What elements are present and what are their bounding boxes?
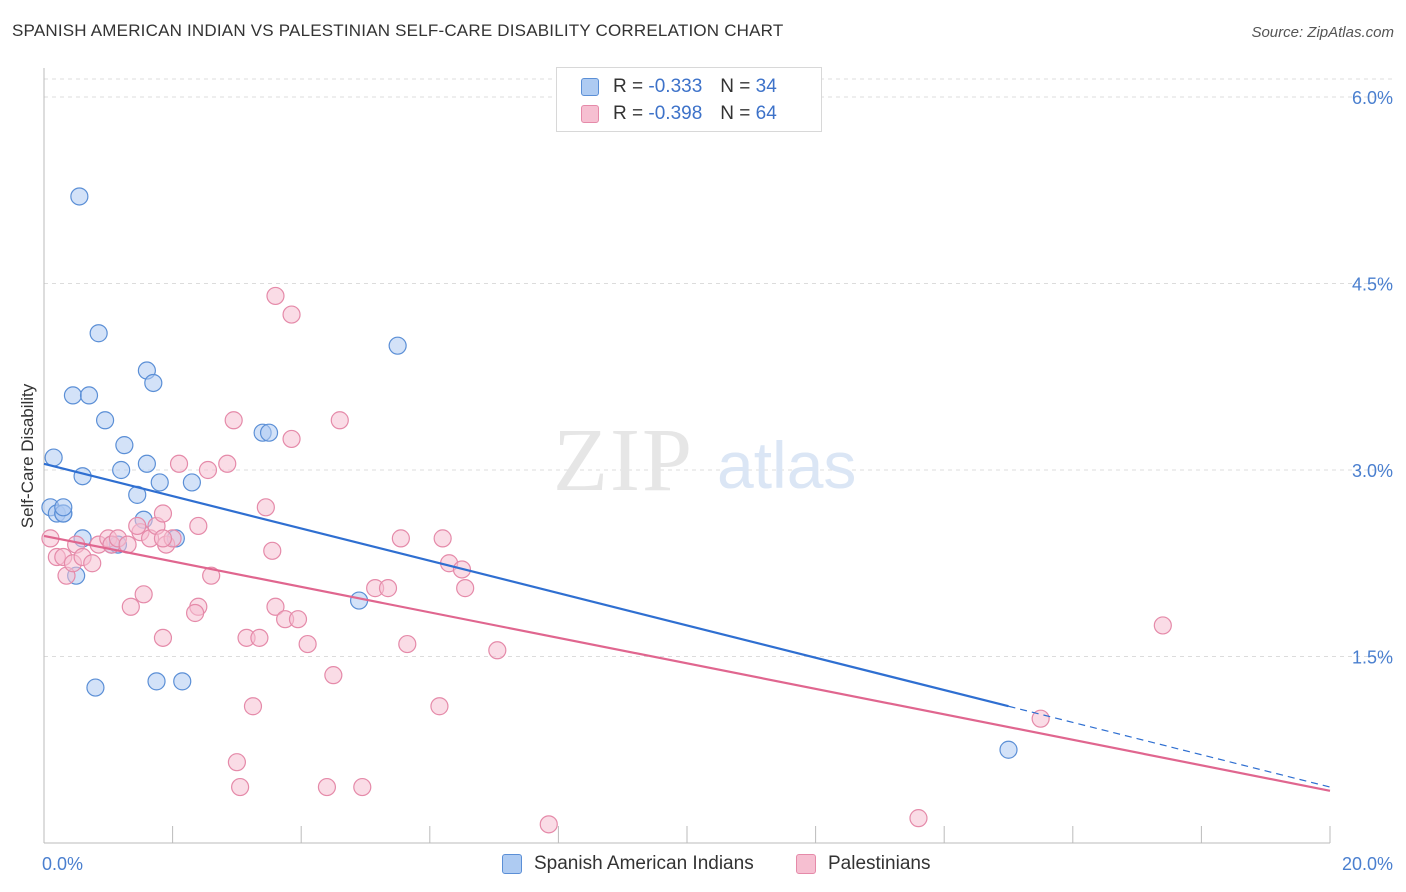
grid-lines <box>44 78 1392 657</box>
spanish-american-indian-point <box>147 672 166 691</box>
spanish-american-indian-trend-extension <box>1008 705 1331 788</box>
bottom-legend-swatch-blue <box>502 854 522 874</box>
spanish-american-indian-point <box>115 436 134 455</box>
spanish-american-indian-point <box>259 423 279 442</box>
spanish-american-indian-point <box>137 454 156 473</box>
spanish-american-indian-point <box>73 467 92 486</box>
palestinian-point <box>224 411 243 430</box>
spanish-american-indian-point <box>54 498 73 517</box>
palestinian-point <box>134 585 153 604</box>
palestinian-point <box>198 460 218 480</box>
bottom-legend-palestinians: Palestinians <box>796 851 930 877</box>
chart-title: SPANISH AMERICAN INDIAN VS PALESTINIAN S… <box>12 21 784 40</box>
y-tick-label: 4.5% <box>1352 275 1393 295</box>
bottom-legend-swatch-pink <box>796 854 816 874</box>
palestinian-point <box>378 579 398 598</box>
palestinian-point <box>186 603 205 623</box>
palestinian-point <box>1153 616 1172 635</box>
palestinian-point <box>266 597 285 616</box>
spanish-american-indian-point <box>95 411 115 430</box>
palestinian-point <box>256 498 275 517</box>
legend-n-value: 34 <box>755 76 777 97</box>
palestinian-point <box>231 777 250 797</box>
x-tick-label-max: 20.0% <box>1342 854 1393 874</box>
palestinian-point <box>250 628 269 647</box>
palestinian-point <box>202 566 221 585</box>
palestinian-point <box>353 777 372 797</box>
bottom-legend-label: Spanish American Indians <box>534 853 754 874</box>
legend-n-value: 64 <box>755 103 777 124</box>
palestinian-point <box>263 541 282 560</box>
legend-box: R = -0.333 N = 34 R = -0.398 N = 64 <box>556 67 822 132</box>
legend-swatch-pink <box>581 105 599 123</box>
y-tick-label: 6.0% <box>1352 88 1393 108</box>
spanish-american-indian-trend-line <box>43 462 1009 708</box>
palestinian-point <box>317 777 337 797</box>
palestinian-point <box>324 666 343 685</box>
palestinian-point <box>227 753 246 772</box>
spanish-american-indian-point <box>63 386 83 405</box>
legend-r-value: -0.333 <box>648 76 703 97</box>
palestinian-point <box>1031 709 1050 728</box>
legend-row-spanish-american-indians: R = -0.333 N = 34 <box>581 74 777 100</box>
palestinian-point <box>266 286 285 306</box>
watermark-zip: ZIP <box>553 411 694 510</box>
legend-row-palestinians: R = -0.398 N = 64 <box>581 101 777 127</box>
palestinian-point <box>909 809 928 828</box>
spanish-american-indian-point <box>86 678 105 697</box>
spanish-american-indian-point <box>144 373 163 393</box>
spanish-american-indian-point <box>150 473 169 492</box>
bottom-legend-label: Palestinians <box>828 853 931 874</box>
y-axis-label: Self-Care Disability <box>18 383 37 528</box>
spanish-american-indian-point <box>112 460 131 480</box>
y-tick-label: 1.5% <box>1352 648 1393 668</box>
palestinian-point <box>169 454 189 473</box>
palestinian-point <box>539 815 558 834</box>
legend-r-label: R = <box>613 76 644 97</box>
axes <box>43 68 1331 844</box>
palestinian-point <box>398 634 417 654</box>
palestinian-point <box>288 610 308 629</box>
spanish-american-indian-point <box>173 672 192 691</box>
palestinian-point <box>298 634 317 654</box>
palestinian-point <box>243 697 263 716</box>
spanish-american-indian-point <box>182 473 201 492</box>
palestinian-point <box>153 504 173 523</box>
palestinian-point <box>153 529 173 548</box>
palestinian-point <box>218 454 237 473</box>
palestinian-point <box>121 597 140 616</box>
x-tick-label-min: 0.0% <box>42 854 83 874</box>
legend-n-label: N = <box>720 103 751 124</box>
bottom-legend-spanish-american-indians: Spanish American Indians <box>502 851 754 877</box>
palestinian-point <box>391 529 410 548</box>
palestinian-point <box>282 305 301 324</box>
chart-source: Source: ZipAtlas.com <box>1251 24 1394 41</box>
spanish-american-indian-point <box>388 336 407 355</box>
palestinian-point <box>128 516 147 536</box>
legend-r-value: -0.398 <box>648 103 703 124</box>
spanish-american-indian-point <box>79 386 99 405</box>
spanish-american-indian-point <box>70 187 89 206</box>
palestinian-point <box>189 516 208 536</box>
palestinian-point <box>282 429 301 449</box>
spanish-american-indian-point <box>999 740 1018 759</box>
palestinian-trend-line <box>43 534 1331 792</box>
palestinian-point <box>153 628 173 647</box>
legend-n-label: N = <box>720 76 751 97</box>
palestinian-point <box>488 641 507 660</box>
legend-r-label: R = <box>613 103 644 124</box>
palestinian-point <box>330 411 349 430</box>
palestinian-point <box>456 579 475 598</box>
palestinian-point <box>83 554 102 573</box>
y-tick-label: 3.0% <box>1352 461 1393 481</box>
palestinian-point <box>430 697 449 716</box>
legend-swatch-blue <box>581 78 599 96</box>
watermark-atlas: atlas <box>717 428 856 502</box>
spanish-american-indian-point <box>89 324 108 343</box>
spanish-american-indian-point <box>44 448 63 467</box>
palestinian-point <box>433 529 452 548</box>
